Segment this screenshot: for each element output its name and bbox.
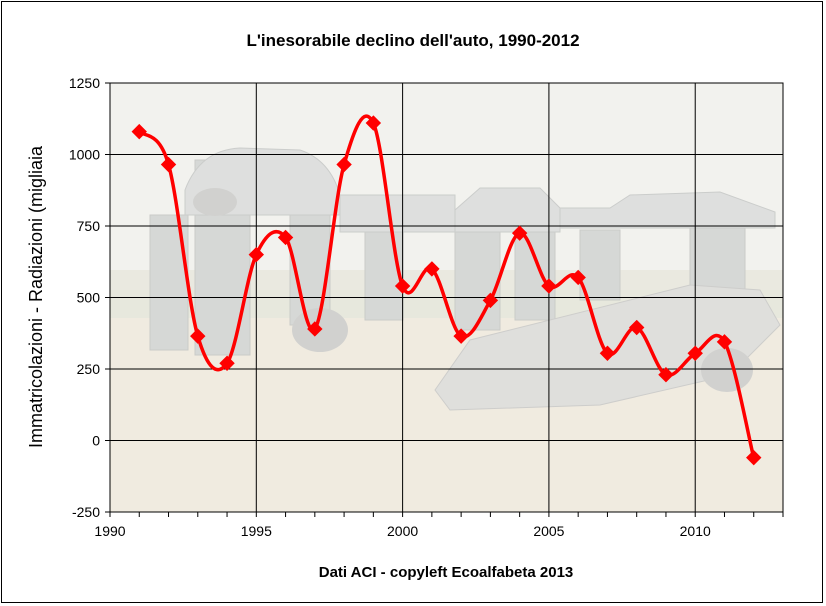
- y-tick-label: 500: [77, 290, 101, 306]
- x-tick-label: 2010: [680, 523, 711, 539]
- y-tick-label: -250: [72, 504, 100, 520]
- y-tick-label: 0: [92, 433, 100, 449]
- data-point: [658, 367, 674, 383]
- y-axis-label: Immatricolazioni - Radiazioni (migliaia: [26, 145, 46, 448]
- y-tick-label: 1250: [69, 75, 100, 91]
- y-tick-label: 750: [77, 218, 101, 234]
- data-point: [336, 156, 352, 173]
- x-axis-label: Dati ACI - copyleft Ecoalfabeta 2013: [319, 564, 574, 581]
- data-point: [511, 225, 528, 241]
- data-point: [424, 261, 440, 277]
- data-point: [746, 449, 762, 466]
- data-point: [131, 123, 147, 140]
- data-point: [628, 319, 645, 336]
- x-tick-label: 2005: [533, 523, 564, 539]
- data-point: [248, 246, 265, 263]
- x-tick-label: 2000: [387, 523, 418, 539]
- data-point: [160, 156, 177, 173]
- y-tick-label: 1000: [69, 147, 100, 163]
- data-point: [599, 345, 616, 361]
- data-point: [687, 345, 703, 361]
- chart-title: L'inesorabile declino dell'auto, 1990-20…: [246, 31, 579, 50]
- y-tick-labels: -250 0 250 500 750 1000 1250: [69, 75, 100, 520]
- data-point: [541, 278, 557, 294]
- axis-ticks: [105, 82, 784, 517]
- data-point: [570, 269, 586, 286]
- data-point: [394, 278, 411, 294]
- x-tick-labels: 1990 1995 2000 2005 2010: [94, 523, 711, 539]
- y-tick-label: 250: [77, 361, 101, 377]
- data-point: [219, 355, 235, 371]
- data-point: [190, 328, 206, 344]
- x-tick-label: 1990: [94, 523, 125, 539]
- data-point: [277, 229, 294, 246]
- data-point: [716, 334, 733, 350]
- data-point: [365, 115, 382, 131]
- data-point: [307, 321, 323, 337]
- series-markers: [131, 115, 762, 466]
- data-point: [482, 292, 499, 309]
- data-point: [453, 328, 469, 344]
- x-tick-label: 1995: [241, 523, 272, 539]
